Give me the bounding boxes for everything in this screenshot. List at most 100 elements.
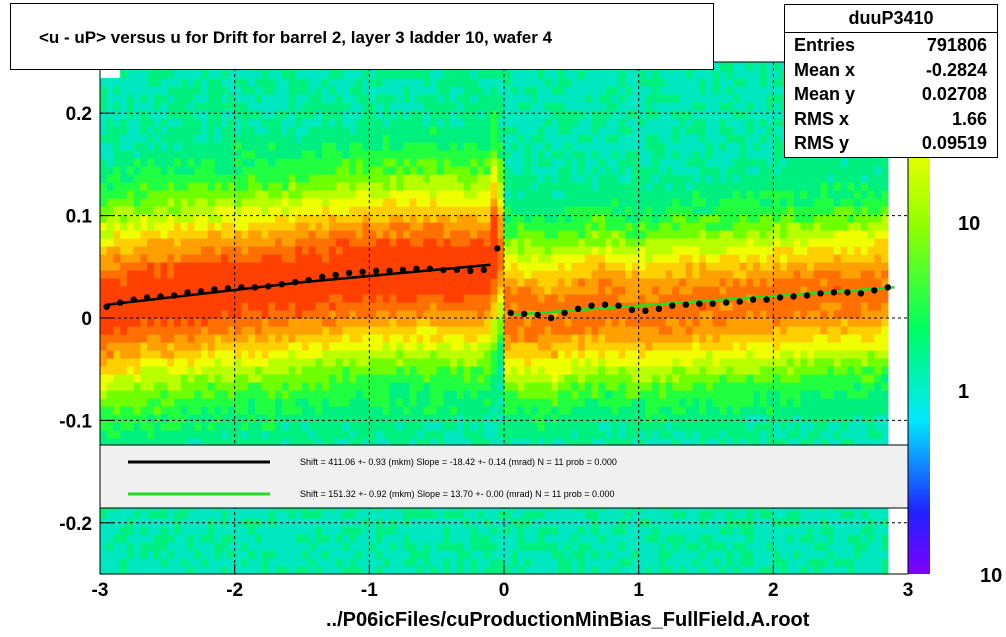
heatmap-cell (409, 158, 417, 167)
heatmap-cell (140, 86, 148, 95)
heatmap-cell (322, 542, 330, 551)
heatmap-cell (153, 158, 162, 167)
heatmap-cell (463, 102, 471, 111)
heatmap-cell (470, 286, 478, 295)
heatmap-cell (584, 390, 593, 399)
heatmap-cell (517, 390, 525, 399)
heatmap-cell (355, 374, 364, 383)
heatmap-cell (214, 150, 222, 159)
heatmap-cell (517, 110, 525, 119)
heatmap-cell (133, 198, 141, 207)
heatmap-cell (557, 198, 566, 207)
heatmap-cell (126, 350, 135, 359)
heatmap-cell (423, 102, 431, 111)
heatmap-cell (524, 566, 532, 575)
heatmap-cell (396, 358, 404, 367)
heatmap-cell (490, 142, 498, 151)
heatmap-cell (342, 550, 350, 559)
heatmap-cell (308, 110, 316, 119)
heatmap-cell (409, 334, 417, 343)
heatmap-cell (328, 350, 337, 359)
heatmap-cell (436, 270, 444, 279)
heatmap-cell (470, 238, 478, 247)
heatmap-cell (120, 190, 128, 199)
heatmap-cell (537, 214, 545, 223)
heatmap-cell (436, 334, 444, 343)
heatmap-cell (281, 390, 290, 399)
heatmap-cell (248, 286, 256, 295)
heatmap-cell (261, 390, 269, 399)
heatmap-cell (180, 206, 189, 215)
heatmap-cell (302, 142, 310, 151)
heatmap-cell (355, 278, 364, 287)
heatmap-cell (288, 222, 296, 231)
heatmap-cell (605, 166, 613, 175)
heatmap-cell (174, 526, 182, 535)
heatmap-cell (268, 206, 276, 215)
heatmap-cell (268, 254, 276, 263)
heatmap-cell (382, 550, 391, 559)
heatmap-cell (126, 534, 135, 543)
heatmap-cell (537, 190, 545, 199)
heatmap-cell (261, 430, 269, 439)
heatmap-cell (322, 286, 330, 295)
heatmap-cell (409, 206, 417, 215)
heatmap-cell (382, 206, 391, 215)
heatmap-cell (221, 406, 229, 415)
heatmap-cell (268, 366, 276, 375)
heatmap-cell (234, 358, 242, 367)
heatmap-cell (100, 270, 108, 279)
heatmap-cell (194, 350, 202, 359)
heatmap-cell (227, 430, 236, 439)
heatmap-cell (443, 222, 451, 231)
heatmap-cell (591, 286, 599, 295)
heatmap-cell (302, 190, 310, 199)
heatmap-cell (544, 374, 552, 383)
heatmap-cell (578, 390, 586, 399)
heatmap-cell (443, 190, 451, 199)
heatmap-cell (234, 310, 242, 319)
heatmap-cell (578, 310, 586, 319)
heatmap-cell (133, 366, 141, 375)
heatmap-cell (268, 182, 276, 191)
heatmap-cell (376, 230, 384, 239)
heatmap-cell (490, 166, 498, 175)
heatmap-cell (504, 78, 512, 87)
heatmap-cell (227, 294, 236, 303)
heatmap-cell (322, 102, 330, 111)
heatmap-cell (591, 158, 599, 167)
heatmap-cell (510, 350, 518, 359)
heatmap-cell (187, 558, 195, 567)
heatmap-cell (544, 366, 552, 375)
heatmap-cell (281, 326, 290, 335)
heatmap-cell (288, 94, 296, 103)
heatmap-cell (618, 126, 626, 135)
heatmap-cell (450, 134, 458, 143)
heatmap-cell (221, 238, 229, 247)
heatmap-cell (201, 558, 209, 567)
heatmap-cell (207, 206, 215, 215)
heatmap-cell (106, 374, 114, 383)
heatmap-cell (174, 374, 182, 383)
heatmap-cell (133, 550, 141, 559)
heatmap-cell (456, 134, 465, 143)
heatmap-cell (416, 374, 424, 383)
heatmap-cell (557, 158, 566, 167)
heatmap-cell (456, 390, 465, 399)
heatmap-cell (187, 302, 195, 311)
heatmap-cell (227, 334, 236, 343)
heatmap-cell (456, 382, 465, 391)
heatmap-cell (450, 230, 458, 239)
heatmap-cell (140, 550, 148, 559)
heatmap-cell (335, 382, 343, 391)
heatmap-cell (201, 262, 209, 271)
heatmap-cell (261, 214, 269, 223)
heatmap-cell (100, 334, 108, 343)
heatmap-cell (578, 350, 586, 359)
heatmap-cell (389, 182, 397, 191)
heatmap-cell (194, 286, 202, 295)
heatmap-cell (504, 406, 512, 415)
heatmap-cell (578, 270, 586, 279)
heatmap-cell (362, 390, 370, 399)
heatmap-cell (261, 318, 269, 327)
